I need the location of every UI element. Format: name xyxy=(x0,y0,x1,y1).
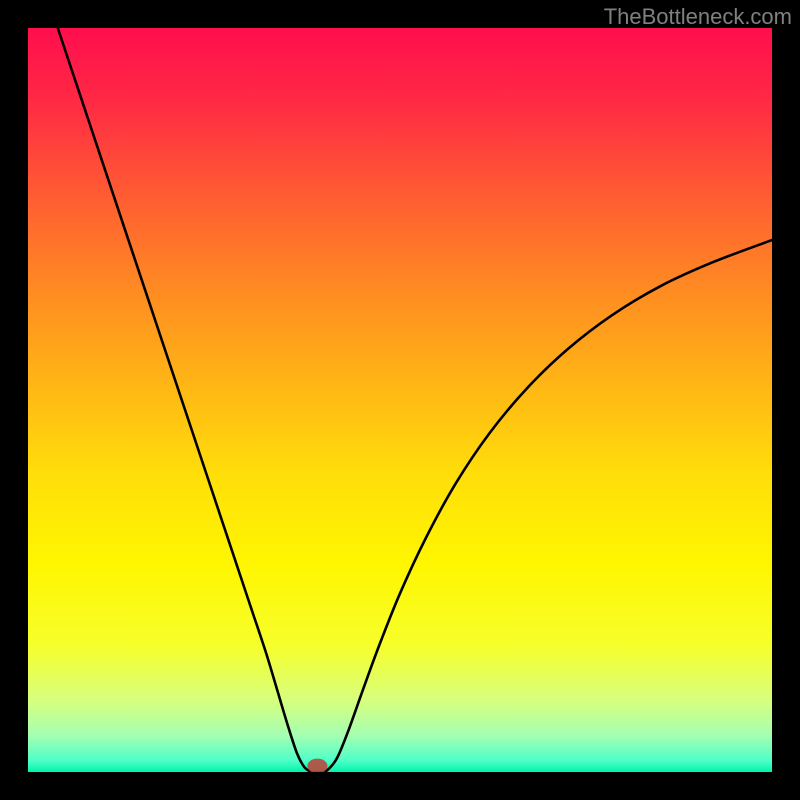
chart-container: TheBottleneck.com xyxy=(0,0,800,800)
watermark-text: TheBottleneck.com xyxy=(604,4,792,30)
plot-area xyxy=(28,28,772,772)
plot-svg xyxy=(28,28,772,772)
gradient-bg xyxy=(28,28,772,772)
